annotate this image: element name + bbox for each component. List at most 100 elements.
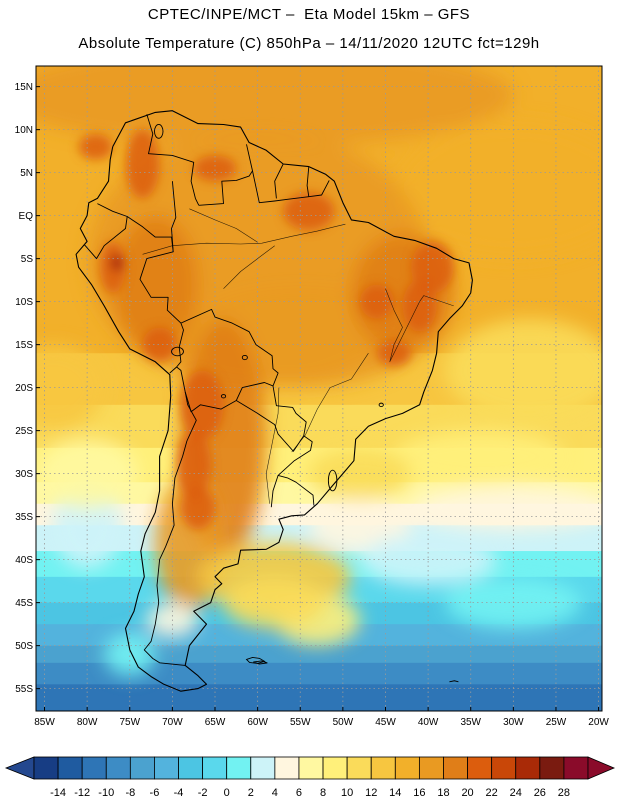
colorbar-tick-label: 0 (224, 787, 230, 799)
colorbar-low-arrow (4, 756, 35, 780)
colorbar-swatch (178, 756, 204, 780)
lon-tick-label: 30W (503, 717, 524, 728)
lat-tick-label: 45S (15, 598, 33, 609)
colorbar-swatch (57, 756, 83, 780)
colorbar-tick-label: -10 (98, 787, 114, 799)
lon-tick-label: 25W (546, 717, 567, 728)
colorbar-swatch (394, 756, 420, 780)
lake (154, 124, 164, 139)
lat-tick-label: 10N (15, 125, 33, 136)
hot-core (78, 133, 113, 160)
lake (171, 346, 184, 357)
lon-tick-label: 50W (333, 717, 354, 728)
lon-tick-label: 40W (418, 717, 439, 728)
country-border (143, 391, 197, 666)
colorbar-tick-label: 14 (389, 787, 401, 799)
lake (327, 469, 338, 492)
lat-tick-label: 10S (15, 297, 33, 308)
field-blob (445, 318, 602, 423)
colorbar-swatch (33, 756, 59, 780)
colorbar-swatch (129, 756, 155, 780)
colorbar-swatch (154, 756, 179, 780)
river (291, 353, 369, 453)
colorbar-swatch (226, 756, 252, 780)
colorbar-tick-label: -2 (198, 787, 208, 799)
country-border (252, 170, 330, 204)
river (142, 223, 346, 255)
colorbar-swatch (274, 756, 300, 780)
colorbar-tick-label: 24 (510, 787, 522, 799)
lat-tick-label: 50S (15, 641, 33, 652)
colorbar-tick-label: 8 (320, 787, 326, 799)
hot-core (411, 241, 454, 294)
lat-tick-label: 40S (15, 555, 33, 566)
map-area (36, 66, 602, 711)
country-border (84, 203, 128, 260)
temperature-band (36, 662, 602, 686)
colorbar-tick-label: 4 (272, 787, 278, 799)
lon-tick-label: 85W (34, 717, 55, 728)
hot-core (125, 129, 160, 199)
field-blob (394, 430, 565, 483)
island (245, 656, 266, 664)
field-blob (104, 632, 156, 676)
colorbar-swatch (418, 756, 444, 780)
lat-tick-label: 15N (15, 82, 33, 93)
river (223, 245, 275, 289)
lon-tick-label: 60W (247, 717, 268, 728)
island (253, 660, 268, 665)
lake (241, 354, 248, 361)
lon-tick-label: 65W (205, 717, 226, 728)
colorbar-tick-label: 12 (365, 787, 377, 799)
colorbar-swatch (491, 756, 517, 780)
lat-tick-label: 5S (21, 254, 34, 265)
colorbar-swatch (105, 756, 131, 780)
lon-tick-label: 45W (375, 717, 396, 728)
colorbar-tick-label: 16 (413, 787, 425, 799)
country-border (270, 475, 279, 508)
hot-core (283, 192, 335, 231)
lat-tick-label: 15S (15, 340, 33, 351)
colorbar-tick-label: 10 (341, 787, 353, 799)
lon-tick-label: 55W (290, 717, 311, 728)
colorbar-swatch (346, 756, 372, 780)
colorbar-tick-label: -8 (125, 787, 135, 799)
map-frame (35, 65, 603, 712)
field-blob (411, 486, 602, 530)
colorbar-swatch (81, 756, 107, 780)
lake (378, 402, 384, 408)
colorbar-swatch (443, 756, 468, 780)
hot-core (180, 486, 216, 530)
lon-tick-label: 20W (588, 717, 609, 728)
colorbar-swatch (563, 756, 589, 780)
lat-tick-label: EQ (19, 211, 34, 222)
field-blob (308, 447, 412, 500)
country-border (274, 163, 284, 199)
colorbar-swatch (202, 756, 228, 780)
lat-tick-label: 55S (15, 684, 33, 695)
lon-tick-label: 80W (77, 717, 98, 728)
colorbar-high-arrow (587, 756, 616, 780)
colorbar-tick-label: -6 (150, 787, 160, 799)
field-blob (36, 439, 139, 509)
colorbar-tick-label: 2 (248, 787, 254, 799)
colorbar-tick-label: 18 (437, 787, 449, 799)
river (265, 387, 280, 504)
country-border (306, 166, 310, 197)
lon-tick-label: 75W (119, 717, 140, 728)
colorbar-tick-label: 6 (296, 787, 302, 799)
country-border (126, 216, 184, 374)
colorbar-tick-label: 20 (461, 787, 473, 799)
lat-tick-label: 30S (15, 469, 33, 480)
colorbar-swatch (515, 756, 541, 780)
colorbar-tick-label: -14 (50, 787, 66, 799)
lon-tick-label: 70W (162, 717, 183, 728)
colorbar-tick-label: -4 (174, 787, 184, 799)
island (449, 680, 459, 683)
hot-core (402, 280, 437, 332)
lat-tick-label: 5N (20, 168, 33, 179)
colorbar-swatch (250, 756, 276, 780)
hot-core (110, 254, 124, 272)
field-blob (394, 121, 602, 259)
